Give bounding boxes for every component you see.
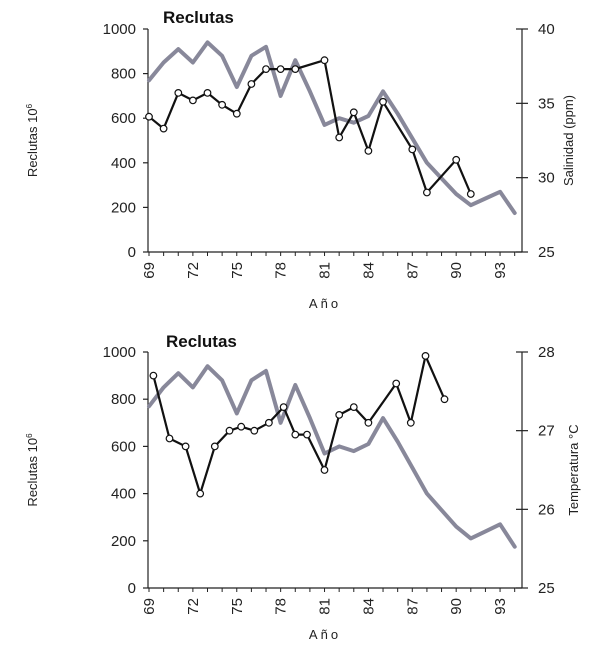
data-point (349, 108, 358, 117)
y2-axis-label: Salinidad (ppm) (561, 95, 576, 186)
x-tick-label: 78 (273, 598, 290, 615)
data-point (276, 65, 285, 73)
x-tick-label: 69 (141, 262, 158, 279)
x-tick-label: 75 (229, 598, 246, 615)
x-tick-label: 87 (404, 598, 421, 615)
left-tick-label: 600 (111, 438, 136, 455)
x-tick-label: 87 (404, 262, 421, 279)
data-point (159, 124, 168, 133)
right-tick-label: 40 (538, 21, 555, 38)
right-tick-label: 30 (538, 170, 555, 187)
data-point (174, 88, 183, 97)
data-point (364, 418, 373, 427)
left-tick-label: 400 (111, 155, 136, 172)
x-tick-label: 93 (492, 262, 509, 279)
data-point (279, 403, 288, 412)
data-point (232, 109, 241, 118)
data-point (349, 403, 358, 412)
chart-panel-2: 0 200 400 600 800 1000 25 26 27 28 69 72 75 78 81 84 87 9… (25, 332, 581, 642)
data-point (364, 146, 373, 155)
chart-panel-1: 0 200 400 600 800 1000 25 30 35 40 69 72 75 78 81 84 87 9… (25, 8, 576, 311)
data-point (379, 97, 387, 106)
data-point (406, 418, 415, 427)
chart-title: Reclutas (163, 8, 234, 27)
data-point (408, 145, 417, 154)
left-tick-label: 400 (111, 486, 136, 503)
chart-title: Reclutas (166, 332, 237, 351)
data-point (320, 466, 329, 474)
right-tick-label: 26 (538, 501, 555, 518)
right-tick-label: 25 (538, 580, 555, 597)
data-point (165, 434, 174, 443)
x-tick-label: 75 (229, 262, 246, 279)
left-tick-label: 200 (111, 533, 136, 550)
right-tick-label: 27 (538, 423, 555, 440)
data-point (303, 430, 311, 439)
left-tick-label: 1000 (103, 21, 136, 38)
y-axis-label: Reclutas 106 (25, 433, 40, 507)
x-tick-label: 81 (317, 262, 334, 279)
data-point (291, 65, 300, 73)
x-tick-label: 84 (360, 262, 377, 279)
data-point (452, 155, 461, 164)
data-point (440, 395, 449, 404)
data-point (196, 489, 205, 498)
x-tick-label: 81 (317, 598, 334, 615)
x-tick-label: 78 (273, 262, 290, 279)
left-tick-label: 0 (128, 244, 136, 261)
data-point (237, 422, 246, 431)
data-point (320, 56, 329, 65)
y-axis-label: Reclutas 106 (25, 103, 40, 177)
data-point (335, 411, 344, 419)
x-tick-label: 72 (185, 598, 202, 615)
x-tick-label: 90 (448, 262, 465, 279)
data-point (188, 96, 197, 105)
x-axis-label: Año (309, 627, 341, 642)
data-point (210, 442, 219, 451)
x-tick-label: 72 (185, 262, 202, 279)
data-point (392, 379, 401, 388)
y2-axis-label: Temperatura °C (566, 424, 581, 515)
data-point (423, 188, 431, 197)
data-point (335, 133, 344, 142)
series-line-reclutas (147, 40, 517, 215)
data-point (203, 88, 212, 97)
data-point (421, 352, 430, 360)
right-tick-label: 28 (538, 344, 555, 361)
data-point (466, 190, 475, 198)
series-line-reclutas (147, 364, 517, 549)
left-tick-label: 800 (111, 391, 136, 408)
data-point (265, 418, 273, 427)
left-tick-label: 1000 (103, 344, 136, 361)
data-point (262, 65, 270, 73)
series-line-secondary (148, 58, 472, 195)
x-axis-label: Año (309, 296, 341, 311)
x-tick-label: 69 (141, 598, 158, 615)
data-point (145, 112, 153, 121)
data-point (225, 426, 234, 435)
data-point (149, 371, 158, 380)
data-point (291, 430, 300, 439)
data-point (181, 442, 190, 451)
x-tick-label: 90 (448, 598, 465, 615)
left-tick-label: 200 (111, 199, 136, 216)
left-tick-label: 0 (128, 580, 136, 597)
right-tick-label: 25 (538, 244, 555, 261)
x-tick-label: 84 (360, 598, 377, 615)
series-line-secondary (152, 352, 446, 498)
x-tick-label: 93 (492, 598, 509, 615)
data-point (250, 426, 259, 435)
right-tick-label: 35 (538, 95, 555, 112)
left-tick-label: 800 (111, 66, 136, 83)
data-point (247, 80, 256, 88)
left-tick-label: 600 (111, 110, 136, 127)
data-point (218, 100, 227, 109)
